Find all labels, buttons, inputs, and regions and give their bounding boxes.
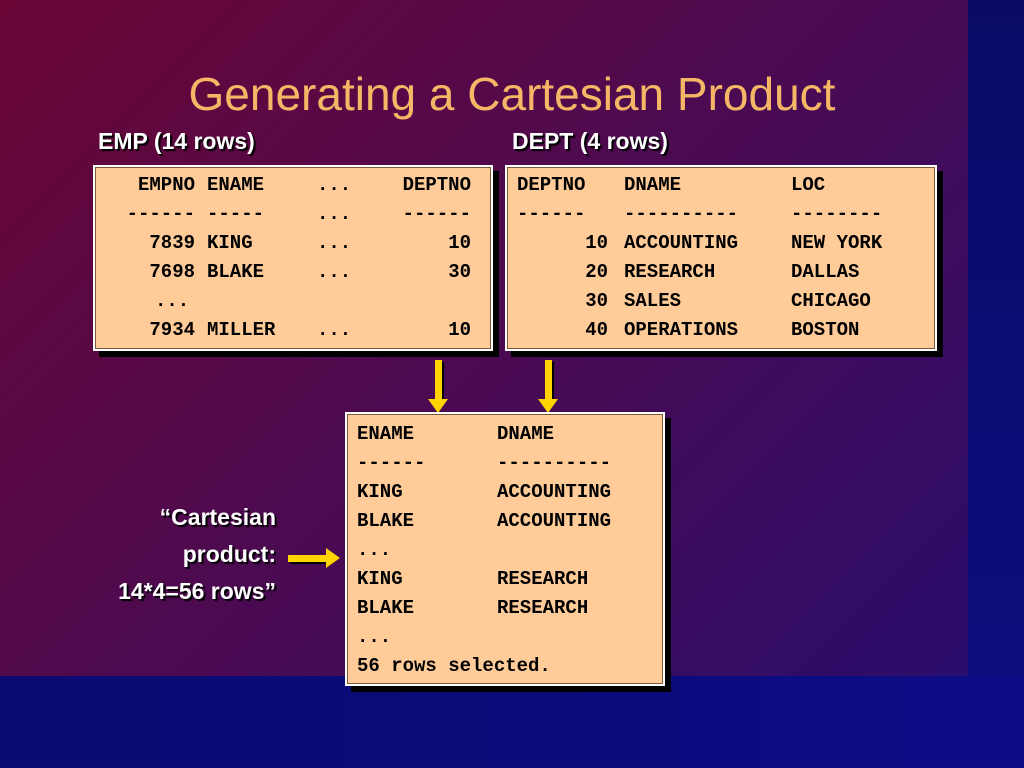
result-cell: ... (357, 539, 392, 561)
result-header-row: ENAME DNAME (347, 420, 554, 449)
dept-cell: 30 (585, 290, 608, 312)
dept-cell: 20 (585, 261, 608, 283)
emp-col-ename: ENAME (207, 174, 265, 196)
result-table: ENAME DNAME ------ ---------- KING ACCOU… (345, 412, 665, 686)
table-row: ... (347, 623, 393, 652)
table-row: BLAKE ACCOUNTING (347, 507, 611, 536)
dept-header-row: DEPTNO DNAME LOC (507, 171, 825, 200)
dept-cell: NEW YORK (791, 232, 883, 254)
emp-col-empno: EMPNO (137, 174, 195, 196)
emp-cell: 7698 (149, 261, 195, 283)
arrow-down-left-shaft (435, 360, 442, 400)
result-footer-text: 56 rows selected. (357, 655, 551, 677)
dept-col-loc: LOC (791, 174, 826, 196)
emp-col-ellipsis: ... (317, 174, 352, 196)
arrow-down-right-shaft (545, 360, 552, 400)
cartesian-note-line3: 14*4=56 rows” (118, 578, 276, 604)
result-cell: ACCOUNTING (497, 481, 612, 503)
table-row: 20 RESEARCH DALLAS (507, 258, 859, 287)
dept-col-deptno: DEPTNO (517, 174, 586, 196)
dept-table: DEPTNO DNAME LOC ------ ---------- -----… (505, 165, 937, 351)
emp-header-row: EMPNO ENAME ... DEPTNO (95, 171, 471, 200)
cartesian-note-line2: product: (182, 541, 276, 567)
emp-cell: MILLER (207, 319, 276, 341)
table-row: ... (95, 287, 189, 316)
table-row: 7934 MILLER ... 10 (95, 316, 471, 345)
result-dash: ---------- (497, 452, 612, 474)
dept-cell: OPERATIONS (624, 319, 739, 341)
cartesian-note-line1: “Cartesian (159, 504, 276, 530)
arrow-right-icon (326, 548, 340, 568)
result-cell: ACCOUNTING (497, 510, 612, 532)
result-cell: RESEARCH (497, 568, 589, 590)
emp-col-deptno: DEPTNO (402, 174, 471, 196)
right-band (968, 0, 1024, 768)
result-cell: RESEARCH (497, 597, 589, 619)
result-col-dname: DNAME (497, 423, 555, 445)
table-row: 10 ACCOUNTING NEW YORK (507, 229, 882, 258)
page-title: Generating a Cartesian Product (188, 68, 836, 120)
emp-dash: ----- (207, 203, 265, 225)
dept-cell: ACCOUNTING (624, 232, 739, 254)
table-row: 40 OPERATIONS BOSTON (507, 316, 859, 345)
emp-dash: ... (317, 203, 352, 225)
dept-dash: -------- (791, 203, 883, 225)
table-row: BLAKE RESEARCH (347, 594, 588, 623)
result-cell: KING (357, 568, 403, 590)
dept-dash: ------ (517, 203, 586, 225)
emp-cell: ... (317, 319, 352, 341)
dept-cell: RESEARCH (624, 261, 716, 283)
table-row: KING RESEARCH (347, 565, 588, 594)
emp-cell: 10 (448, 319, 471, 341)
result-col-ename: ENAME (357, 423, 415, 445)
result-cell: ... (357, 626, 392, 648)
emp-cell: ... (317, 232, 352, 254)
emp-dash: ------ (126, 203, 195, 225)
emp-cell: 7934 (149, 319, 195, 341)
dept-cell: BOSTON (791, 319, 860, 341)
dept-cell: 40 (585, 319, 608, 341)
table-row: KING ACCOUNTING (347, 478, 611, 507)
emp-cell: KING (207, 232, 253, 254)
emp-cell: 10 (448, 232, 471, 254)
result-footer: 56 rows selected. (347, 652, 551, 681)
emp-cell: ... (317, 261, 352, 283)
result-dash-row: ------ ---------- (347, 449, 611, 478)
bottom-band (0, 676, 1024, 768)
result-cell: KING (357, 481, 403, 503)
emp-dash: ------ (402, 203, 471, 225)
emp-cell: 7839 (149, 232, 195, 254)
emp-table: EMPNO ENAME ... DEPTNO ------ ----- ... … (93, 165, 493, 351)
result-cell: BLAKE (357, 510, 415, 532)
table-row: 7698 BLAKE ... 30 (95, 258, 471, 287)
dept-col-dname: DNAME (624, 174, 682, 196)
dept-cell: CHICAGO (791, 290, 871, 312)
emp-cell: 30 (448, 261, 471, 283)
table-row: 30 SALES CHICAGO (507, 287, 871, 316)
result-dash: ------ (357, 452, 426, 474)
emp-cell: ... (155, 290, 190, 312)
dept-dash-row: ------ ---------- -------- (507, 200, 882, 229)
emp-dash-row: ------ ----- ... ------ (95, 200, 471, 229)
dept-label: DEPT (4 rows) (512, 128, 668, 154)
emp-cell: BLAKE (207, 261, 265, 283)
result-cell: BLAKE (357, 597, 415, 619)
table-row: 7839 KING ... 10 (95, 229, 471, 258)
emp-label: EMP (14 rows) (98, 128, 255, 154)
table-row: ... (347, 536, 393, 565)
dept-cell: SALES (624, 290, 682, 312)
arrow-down-icon (428, 399, 448, 413)
arrow-right-shaft (288, 555, 328, 562)
dept-cell: DALLAS (791, 261, 860, 283)
dept-cell: 10 (585, 232, 608, 254)
arrow-down-icon (538, 399, 558, 413)
dept-dash: ---------- (624, 203, 739, 225)
